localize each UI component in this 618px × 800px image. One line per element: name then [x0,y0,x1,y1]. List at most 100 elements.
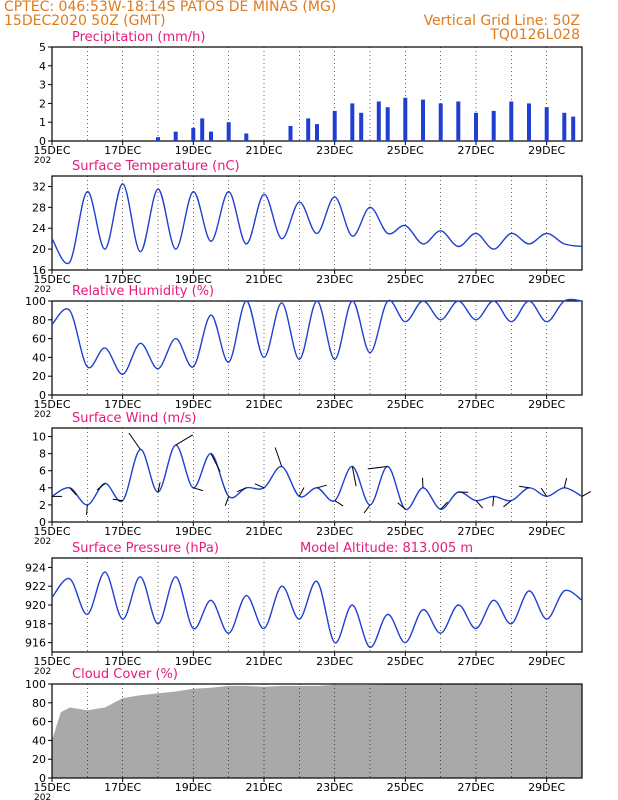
header-grid-line: Vertical Grid Line: 50Z [423,13,580,29]
precip-xtick-label: 25DEC [387,144,424,157]
rh-ytick-label: 0 [39,389,46,402]
rh-year-label: 202 [34,410,51,420]
precip-bar [173,131,178,141]
rh-xtick-label: 27DEC [457,398,494,411]
rh-xtick-label: 17DEC [104,398,141,411]
temp-xtick-label: 19DEC [175,273,212,286]
pressure-xtick-label: 19DEC [175,655,212,668]
pressure-xtick-label: 29DEC [528,655,565,668]
precip-xtick-label: 27DEC [457,144,494,157]
precip-bar [226,122,231,141]
temp-series-line [51,183,583,265]
cloud-xtick-label: 27DEC [457,781,494,794]
temp-xtick-label: 15DEC [33,273,70,286]
wind-ytick-label: 4 [39,482,46,495]
wind-arrow [175,434,194,446]
wind-xtick-label: 15DEC [33,525,70,538]
pressure-ytick-label: 922 [25,580,46,593]
rh-ytick-label: 40 [32,351,46,364]
rh-xtick-label: 23DEC [316,398,353,411]
wind-arrow [363,504,371,514]
wind-arrow [440,501,448,510]
cloud-year-label: 202 [34,793,51,800]
wind-arrow [334,500,344,507]
wind-arrow [581,490,591,497]
pressure-ytick-label: 916 [25,637,46,650]
temp-ytick-label: 32 [32,180,46,193]
rh-ytick-label: 60 [32,333,46,346]
pressure-annotation: Model Altitude: 813.005 m [300,541,473,556]
precip-ytick-label: 0 [39,135,46,148]
wind-ytick-label: 0 [39,516,46,529]
pressure-xtick-label: 25DEC [387,655,424,668]
cloud-ytick-label: 60 [32,716,46,729]
pressure-xtick-label: 17DEC [104,655,141,668]
precip-ytick-label: 3 [39,79,46,92]
wind-arrow [274,447,283,467]
wind-xtick-label: 19DEC [175,525,212,538]
wind-arrow [503,500,512,508]
precip-bar [350,103,355,141]
rh-ytick-label: 80 [32,314,46,327]
precip-bar [244,133,249,141]
pressure-title: Surface Pressure (hPa) [72,541,219,556]
cloud-xtick-label: 21DEC [245,781,282,794]
precip-bar [438,103,443,141]
pressure-ytick-label: 924 [25,561,46,574]
wind-arrow [69,487,77,496]
wind-arrow [563,477,568,488]
wind-year-label: 202 [34,537,51,547]
temp-year-label: 202 [34,285,51,295]
temp-xtick-label: 23DEC [316,273,353,286]
precip-ytick-label: 1 [39,116,46,129]
pressure-year-label: 202 [34,667,51,677]
temp-title: Surface Temperature (nC) [72,159,240,174]
wind-title: Surface Wind (m/s) [72,411,196,426]
precip-bar [509,101,514,141]
wind-xtick-label: 17DEC [104,525,141,538]
pressure-xtick-label: 23DEC [316,655,353,668]
wind-arrow [236,487,247,493]
wind-ytick-label: 2 [39,499,46,512]
rh-xtick-label: 15DEC [33,398,70,411]
cloud-cover-area [52,684,582,778]
wind-arrow [224,496,230,506]
temp-ytick-label: 28 [32,201,46,214]
cloud-ytick-label: 40 [32,734,46,747]
rh-series-line [51,298,583,375]
wind-xtick-label: 21DEC [245,525,282,538]
precip-bar [491,110,496,141]
rh-xtick-label: 25DEC [387,398,424,411]
cloud-ytick-label: 20 [32,753,46,766]
wind-arrow [193,487,204,492]
pressure-xtick-label: 15DEC [33,655,70,668]
rh-ytick-label: 100 [25,295,46,308]
temp-frame [51,175,583,271]
precip-title: Precipitation (mm/h) [72,30,205,45]
wind-ytick-label: 8 [39,448,46,461]
precip-ytick-label: 2 [39,97,46,110]
rh-title: Relative Humidity (%) [72,284,214,299]
wind-arrow [298,487,305,497]
wind-xtick-label: 23DEC [316,525,353,538]
cloud-title: Cloud Cover (%) [72,667,178,682]
precip-bar [315,124,319,141]
precip-ytick-label: 4 [39,60,46,73]
precip-bar [385,107,390,141]
wind-arrow [157,482,161,493]
wind-xtick-label: 27DEC [457,525,494,538]
wind-ytick-label: 10 [32,431,46,444]
pressure-ytick-label: 918 [25,618,46,631]
cloud-ytick-label: 100 [25,678,46,691]
precip-bar [376,101,381,141]
precip-bar [306,118,311,141]
temp-ytick-label: 16 [32,264,46,277]
cloud-xtick-label: 29DEC [528,781,565,794]
wind-ytick-label: 6 [39,465,46,478]
precip-bar [544,107,549,141]
precip-bar [474,112,478,141]
wind-arrow [422,477,424,488]
precip-bar [421,99,425,141]
precip-bar [200,118,205,141]
